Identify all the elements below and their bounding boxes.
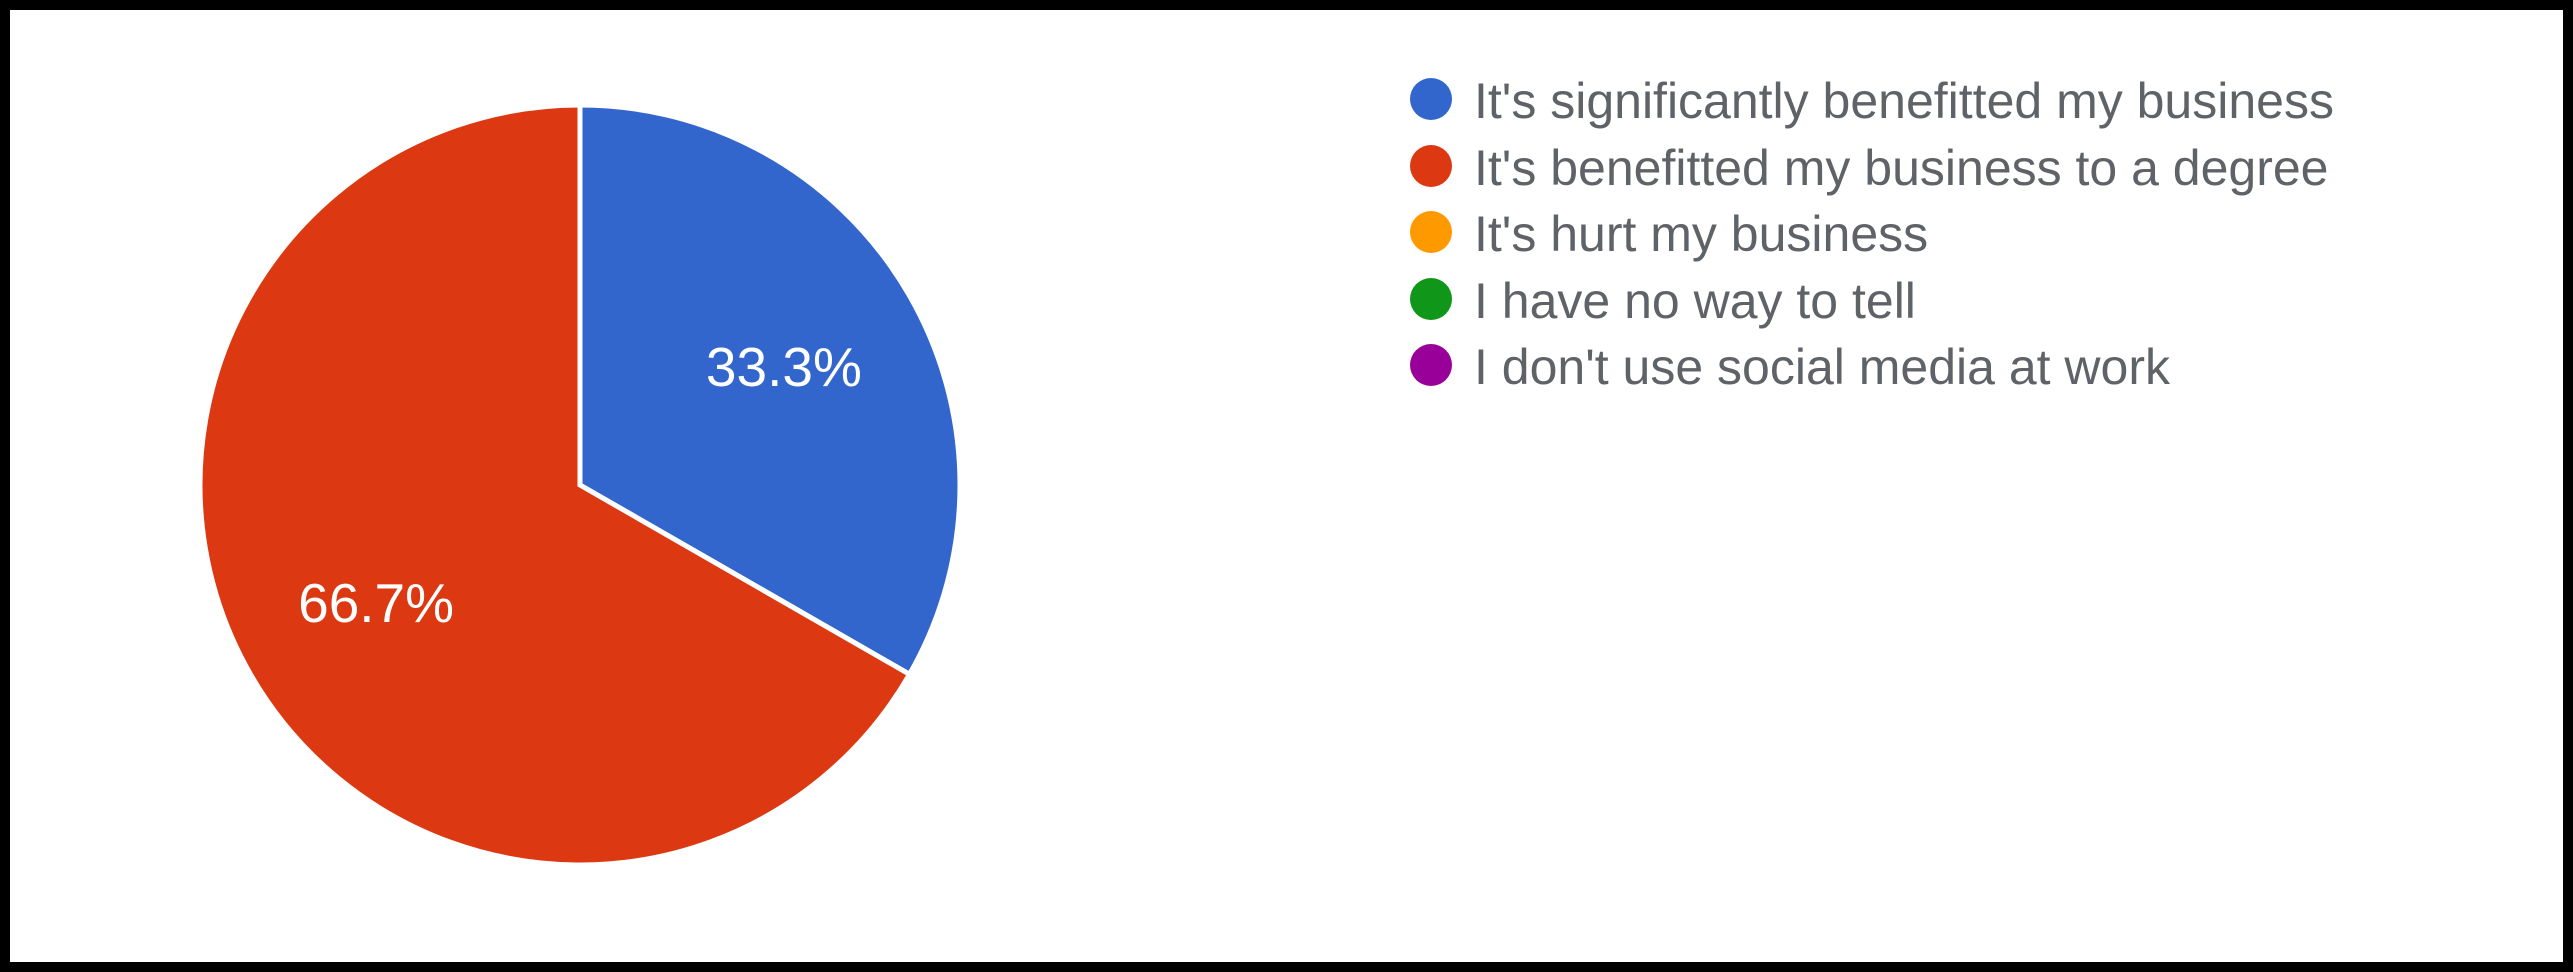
- legend-swatch: [1410, 78, 1452, 120]
- legend-label: It's significantly benefitted my busines…: [1474, 70, 2334, 133]
- legend-item: It's significantly benefitted my busines…: [1410, 70, 2334, 133]
- pie-svg: [180, 85, 980, 885]
- legend-item: It's benefitted my business to a degree: [1410, 137, 2334, 200]
- legend: It's significantly benefitted my busines…: [1410, 70, 2334, 399]
- legend-label: I don't use social media at work: [1474, 336, 2170, 399]
- legend-label: I have no way to tell: [1474, 270, 1916, 333]
- legend-item: I have no way to tell: [1410, 270, 2334, 333]
- legend-label: It's hurt my business: [1474, 203, 1928, 266]
- legend-swatch: [1410, 278, 1452, 320]
- legend-item: I don't use social media at work: [1410, 336, 2334, 399]
- legend-swatch: [1410, 211, 1452, 253]
- slice-label: 33.3%: [706, 335, 862, 399]
- legend-swatch: [1410, 344, 1452, 386]
- legend-label: It's benefitted my business to a degree: [1474, 137, 2329, 200]
- chart-frame: 33.3% 66.7% It's significantly benefitted…: [0, 0, 2573, 972]
- legend-swatch: [1410, 145, 1452, 187]
- legend-item: It's hurt my business: [1410, 203, 2334, 266]
- pie-chart: 33.3% 66.7%: [130, 50, 1030, 920]
- slice-label: 66.7%: [298, 571, 454, 635]
